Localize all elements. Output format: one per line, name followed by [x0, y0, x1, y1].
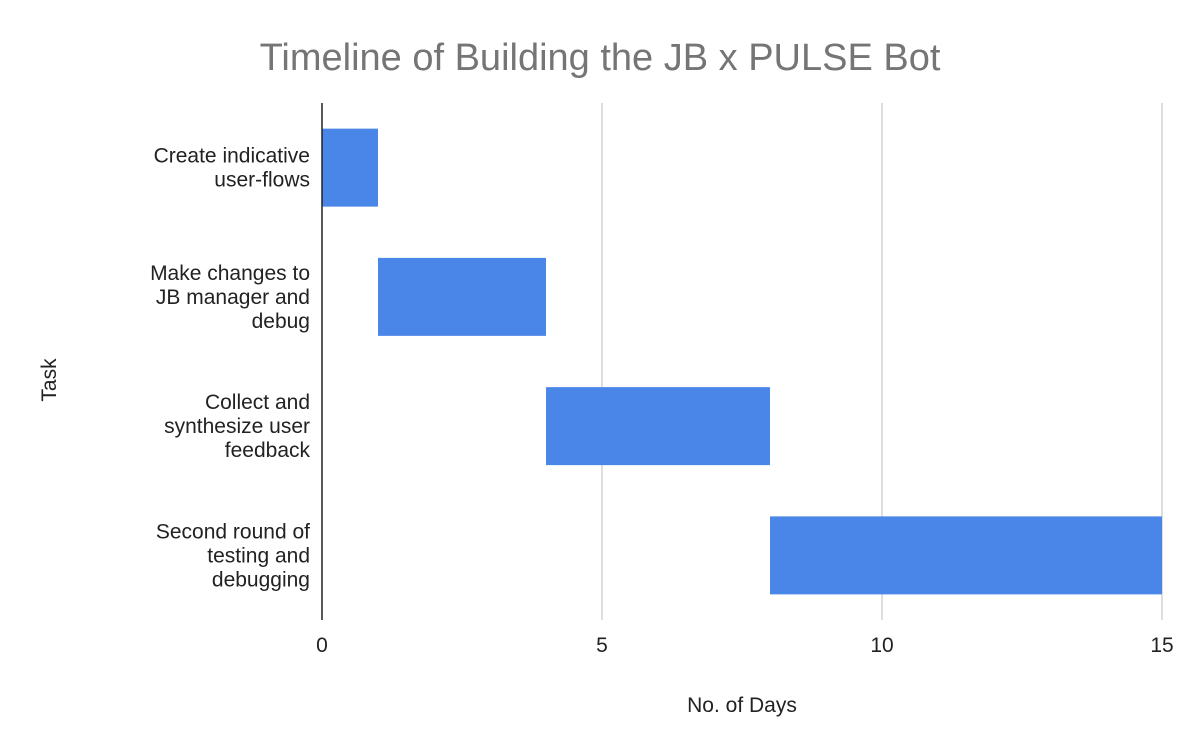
y-axis-title: Task: [38, 358, 61, 402]
category-label-line: Make changes to: [150, 262, 310, 285]
category-label-3: Collect and synthesize user feedback: [164, 391, 310, 462]
task-bar-3: [546, 387, 770, 466]
category-label-line: Create indicative: [154, 145, 310, 168]
x-axis-title: No. of Days: [687, 694, 797, 717]
category-label-1: Create indicative user-flows: [154, 145, 310, 192]
category-label-line: Second round of: [156, 520, 310, 543]
category-label-line: feedback: [225, 439, 311, 462]
category-label-4: Second round of testing and debugging: [156, 520, 310, 591]
category-label-line: JB manager and: [156, 286, 310, 309]
bars: [322, 128, 1162, 595]
category-label-line: debugging: [212, 568, 310, 591]
task-bar-2: [378, 257, 546, 336]
chart-title: Timeline of Building the JB x PULSE Bot: [260, 37, 941, 79]
x-tick-label-0: 0: [316, 634, 328, 657]
x-tick-label-15: 15: [1150, 634, 1173, 657]
category-label-2: Make changes to JB manager and debug: [150, 262, 310, 333]
category-label-line: Collect and: [205, 391, 310, 414]
task-bar-4: [770, 516, 1162, 595]
x-tick-labels: 0 5 10 15: [316, 634, 1174, 657]
task-bar-1: [322, 128, 378, 207]
category-label-line: user-flows: [214, 169, 310, 192]
x-tick-label-10: 10: [870, 634, 893, 657]
category-label-line: debug: [252, 310, 310, 333]
y-category-labels: Create indicative user-flows Make changes …: [150, 145, 310, 592]
category-label-line: synthesize user: [164, 415, 310, 438]
category-label-line: testing and: [207, 544, 310, 567]
x-tick-label-5: 5: [596, 634, 608, 657]
